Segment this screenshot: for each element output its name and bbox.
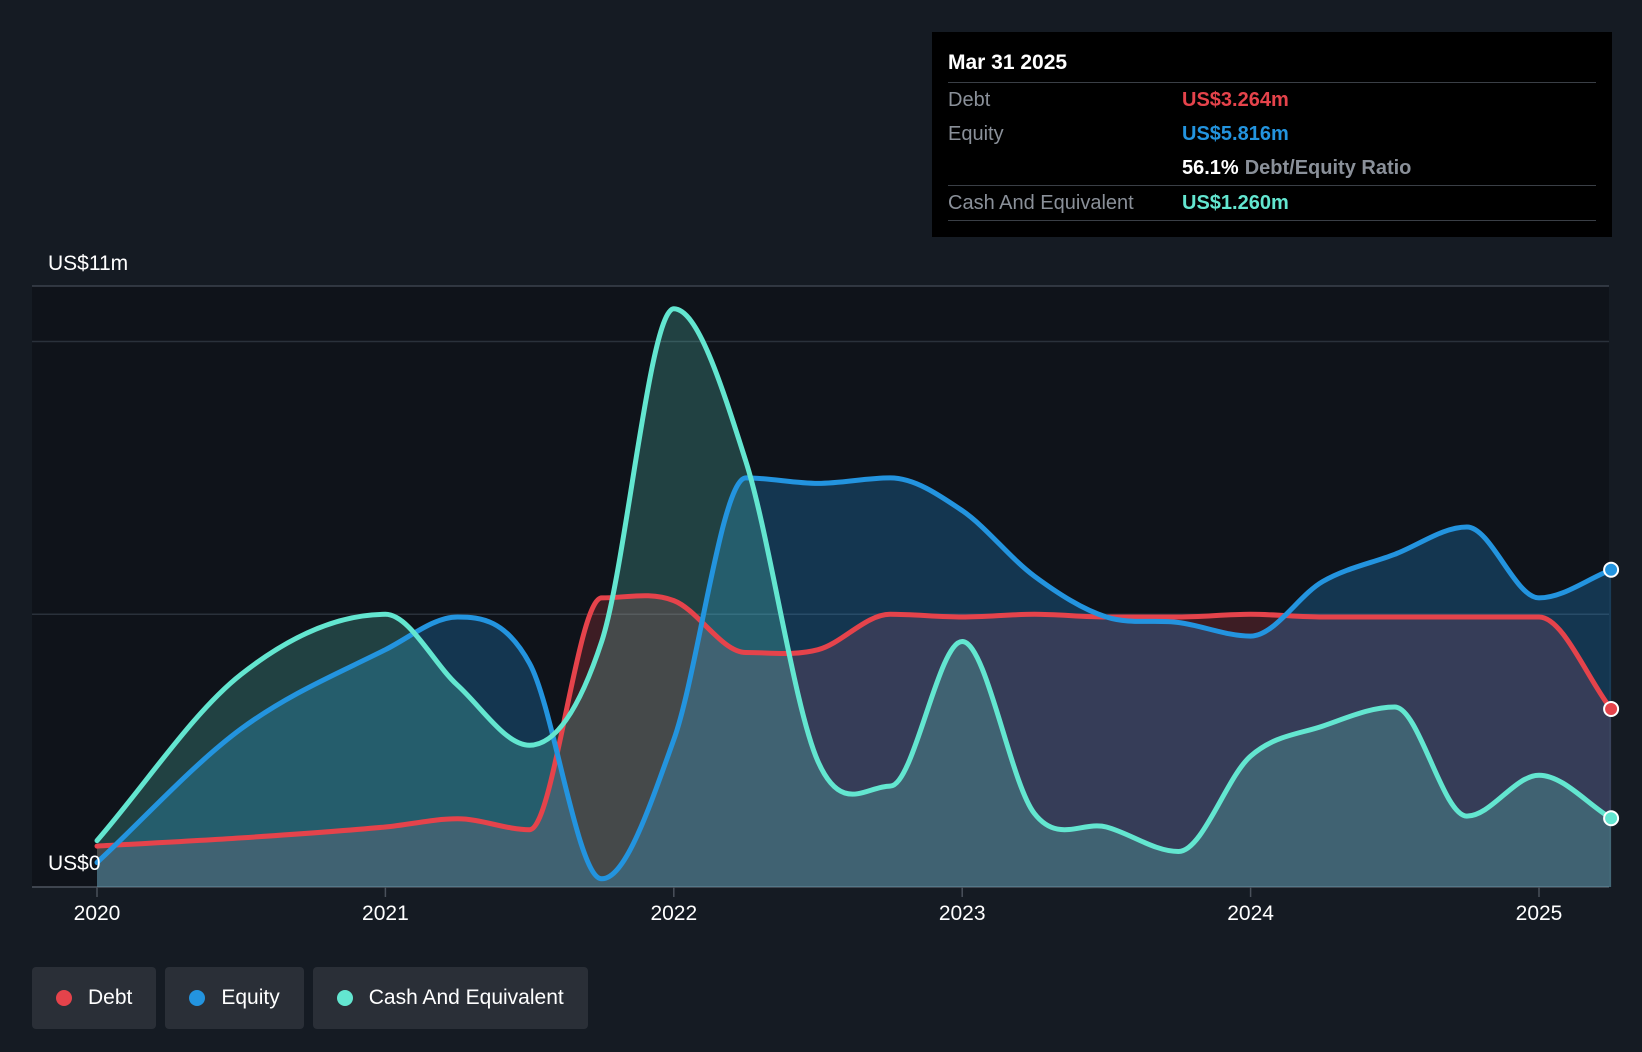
gridlines [32,285,1609,888]
debt-line [94,593,1614,849]
tooltip-ratio-value: 56.1% [1182,157,1239,179]
tooltip-ratio-label: Debt/Equity Ratio [1244,157,1412,179]
tooltip-cash-value: US$1.260m [1182,192,1289,214]
y-axis-bottom-label: US$0 [48,852,101,875]
cash-dot-icon [336,990,353,1006]
debt-end-marker [1603,700,1620,717]
legend-equity-label: Equity [221,986,280,1009]
tooltip-cash-row: Cash And Equivalent US$1.260m [948,186,1596,221]
legend-item-equity[interactable]: Equity [165,967,304,1029]
legend-debt-label: Debt [88,986,133,1009]
series-end-markers [1603,561,1620,827]
legend-cash-label: Cash And Equivalent [368,986,564,1009]
cash-line [94,306,1614,854]
tooltip-equity-row: Equity US$5.816m [948,117,1596,151]
equity-end-marker [1603,561,1620,578]
legend-item-cash[interactable]: Cash And Equivalent [312,967,588,1029]
tooltip-equity-value: US$5.816m [1182,123,1289,145]
series-lines [94,306,1614,882]
x-tick-label: 2020 [74,902,121,925]
tooltip-debt-row: Debt US$3.264m [948,83,1596,117]
debt-area [97,595,1612,887]
data-tooltip: Mar 31 2025 Debt US$3.264m Equity US$5.8… [932,32,1612,237]
equity-dot-icon [189,990,206,1006]
tooltip-cash-label: Cash And Equivalent [948,192,1134,214]
tooltip-ratio-row: 56.1% Debt/Equity Ratio [948,151,1596,186]
x-tick-label: 2025 [1516,902,1563,925]
x-tick-label: 2023 [939,902,986,925]
tooltip-debt-label: Debt [948,89,991,111]
tooltip-date: Mar 31 2025 [948,46,1596,83]
x-tick-label: 2024 [1227,902,1274,925]
x-tick-label: 2022 [650,902,697,925]
tooltip-equity-label: Equity [948,123,1004,145]
equity-line [94,475,1614,882]
x-axis: 2020 2021 2022 2023 2024 2025 [74,887,1563,925]
chart-legend: Debt Equity Cash And Equivalent [32,967,588,1029]
past-period-shade [32,286,1609,887]
cash-end-marker [1603,810,1620,827]
tooltip-debt-value: US$3.264m [1182,89,1289,111]
debt-dot-icon [56,990,72,1006]
y-axis-top-label: US$11m [48,252,128,275]
cash-area [97,308,1612,887]
legend-item-debt[interactable]: Debt [32,967,157,1029]
x-tick-label: 2021 [362,902,409,925]
